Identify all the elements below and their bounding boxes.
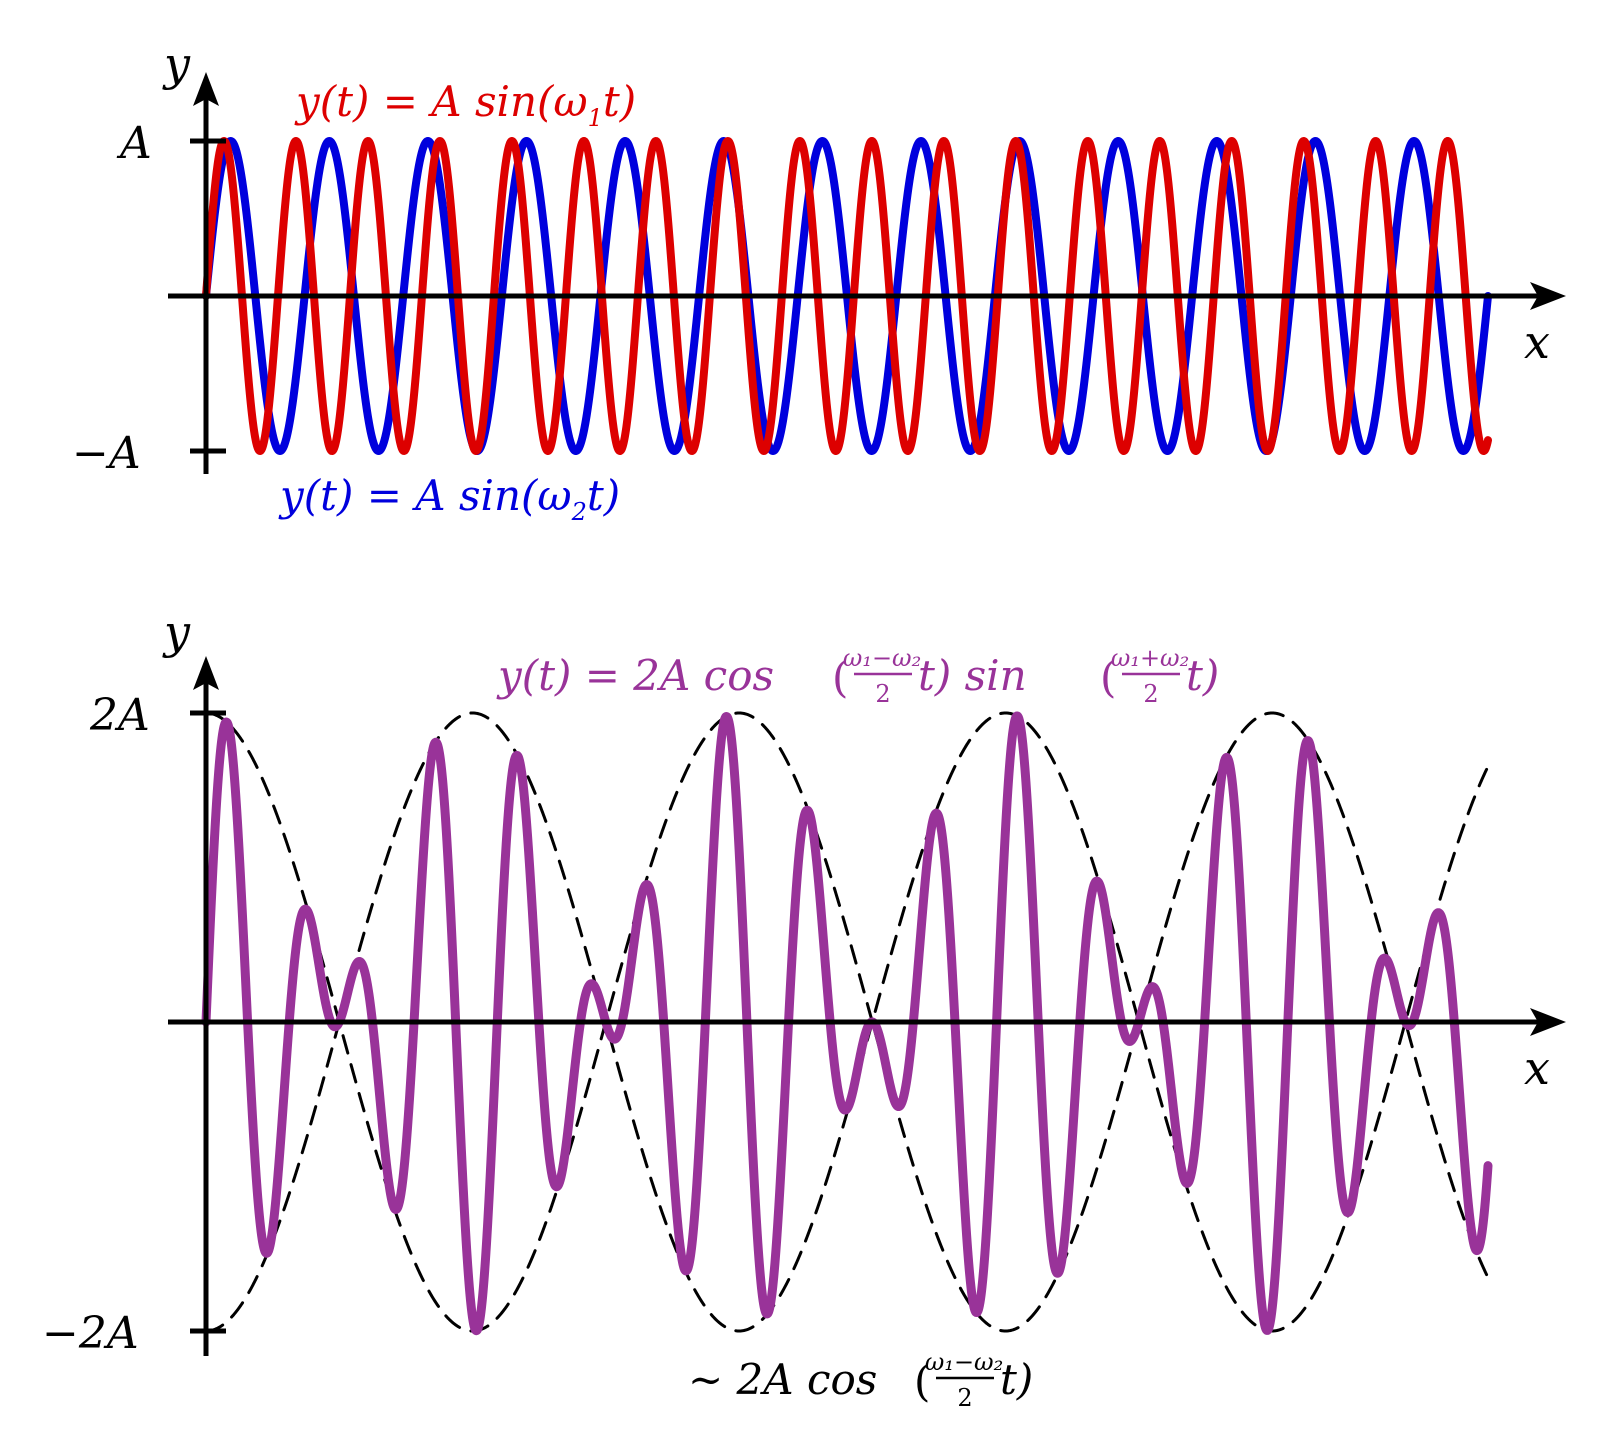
bottom-panel: y x 2A −2A y(t) = 2A cos ( ω₁−ω₂ 2 t) si…	[42, 605, 1566, 1412]
top-tick-label-minusA: −A	[72, 428, 141, 479]
top-y-axis-label: y	[162, 37, 191, 91]
sum-series-label: y(t) = 2A cos ( ω₁−ω₂ 2 t) sin ( ω₁+ω₂ 2…	[496, 644, 1219, 708]
bottom-tick-label-2A: 2A	[89, 690, 150, 741]
red-sine-line	[202, 137, 1492, 455]
env-label-lead: ∼ 2A cos	[688, 1355, 877, 1404]
bottom-y-axis-label: y	[162, 605, 191, 659]
red-series-label: y(t) = A sin(ω1t)	[294, 77, 636, 132]
bottom-x-axis-label: x	[1524, 1041, 1550, 1095]
bottom-tick-label-minus2A: −2A	[42, 1308, 139, 1359]
top-tick-label-A: A	[116, 118, 152, 169]
sum-label-tail: t)	[1186, 651, 1219, 700]
env-frac-den: 2	[957, 1384, 972, 1412]
top-x-axis-label: x	[1524, 315, 1550, 369]
bottom-x-arrow	[1530, 1008, 1566, 1036]
env-label-paren: (	[914, 1357, 930, 1406]
envelope-label: ∼ 2A cos ( ω₁−ω₂ 2 t)	[688, 1348, 1033, 1412]
sum-frac1-num: ω₁−ω₂	[843, 644, 922, 672]
envelope-upper-dashed	[204, 711, 1490, 1333]
top-x-arrow	[1530, 282, 1566, 310]
beat-signal-line	[201, 711, 1493, 1336]
bottom-curves	[201, 711, 1493, 1336]
sum-label-mid: t) sin	[918, 651, 1027, 700]
sum-label-lead: y(t) = 2A cos	[496, 651, 774, 700]
sum-frac2-den: 2	[1143, 680, 1158, 708]
env-frac-num: ω₁−ω₂	[925, 1348, 1004, 1376]
blue-series-label: y(t) = A sin(ω2t)	[278, 471, 620, 526]
sum-label-paren2: (	[1100, 653, 1116, 702]
bottom-y-arrow	[193, 656, 219, 690]
sum-label-paren1: (	[832, 653, 848, 702]
top-y-arrow	[193, 72, 219, 106]
sum-frac1-den: 2	[875, 680, 890, 708]
top-panel: y x A −A y(t) = A sin(ω1t) y(t) = A sin(…	[72, 37, 1566, 526]
env-label-tail: t)	[1000, 1355, 1033, 1404]
sum-frac2-num: ω₁+ω₂	[1111, 644, 1190, 672]
